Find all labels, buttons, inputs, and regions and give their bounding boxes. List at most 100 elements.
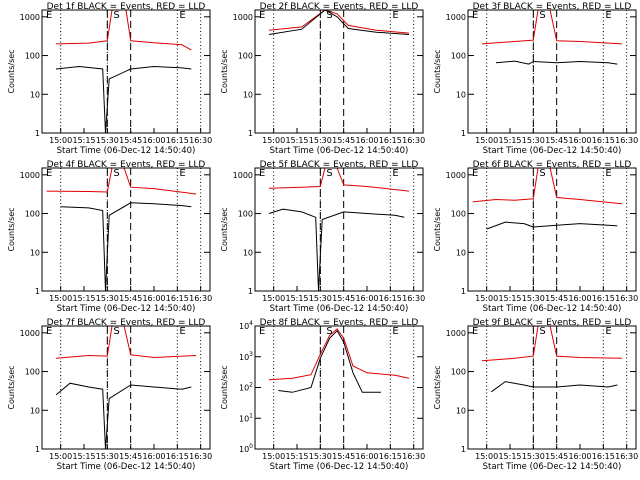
y-tick-label: 1000: [233, 171, 253, 180]
y-tick-label: 1: [461, 287, 466, 296]
y-axis-label: Counts/sec: [433, 365, 442, 409]
y-axis-label: Counts/sec: [220, 207, 229, 251]
x-tick-label: 16:15: [379, 452, 402, 461]
segment-marker: S: [113, 10, 119, 21]
y-axis-label: Counts/sec: [220, 365, 229, 409]
y-tick-label: 1000: [20, 171, 40, 180]
segment-marker: E: [472, 168, 478, 179]
segment-marker: E: [472, 10, 478, 21]
lld-series-line: [268, 9, 410, 34]
x-tick-label: 15:30: [522, 136, 545, 145]
lld-series-line: [472, 167, 623, 205]
x-tick-label: 16:00: [568, 294, 591, 303]
x-tick-label: 15:00: [262, 136, 285, 145]
x-tick-label: 16:00: [568, 452, 591, 461]
y-tick-label: 1: [248, 129, 253, 138]
x-tick-label: 15:15: [285, 452, 308, 461]
lld-series-line: [55, 325, 197, 359]
y-tick-label: 101: [239, 412, 253, 423]
x-tick-label: 16:30: [402, 136, 425, 145]
x-tick-label: 16:30: [189, 136, 212, 145]
segment-marker: E: [259, 326, 265, 337]
x-tick-label: 16:15: [592, 294, 615, 303]
x-tick-label: 16:00: [142, 294, 165, 303]
segment-marker: E: [259, 168, 265, 179]
segment-marker: E: [605, 168, 611, 179]
segment-marker: E: [46, 168, 52, 179]
y-tick-label: 102: [239, 382, 253, 393]
panel-title: Det 3f BLACK = Events, RED = LLD: [473, 2, 632, 12]
x-tick-label: 15:00: [49, 294, 72, 303]
x-tick-label: 15:45: [119, 452, 142, 461]
events-series-line: [486, 221, 618, 230]
x-tick-label: 15:45: [119, 294, 142, 303]
x-tick-label: 16:15: [166, 136, 189, 145]
panel-title: Det 4f BLACK = Events, RED = LLD: [47, 160, 206, 170]
x-axis-label: Start Time (06-Dec-12 14:50:40): [270, 304, 409, 314]
plot-frame: [467, 9, 637, 134]
x-tick-label: 16:30: [615, 294, 638, 303]
x-axis-label: Start Time (06-Dec-12 14:50:40): [483, 462, 622, 472]
panel-title: Det 8f BLACK = Events, RED = LLD: [260, 318, 419, 328]
y-tick-label: 10: [456, 406, 466, 415]
segment-marker: S: [539, 10, 545, 21]
events-series-line: [268, 208, 405, 292]
x-tick-label: 16:15: [379, 294, 402, 303]
x-tick-label: 15:00: [262, 294, 285, 303]
segment-marker: E: [392, 168, 398, 179]
y-axis-label: Counts/sec: [7, 365, 16, 409]
x-axis-label: Start Time (06-Dec-12 14:50:40): [57, 304, 196, 314]
lld-series-line: [481, 9, 623, 45]
x-tick-label: 15:00: [49, 452, 72, 461]
x-axis-label: Start Time (06-Dec-12 14:50:40): [270, 146, 409, 156]
lld-series-line: [268, 328, 410, 381]
events-series-line: [491, 381, 618, 393]
y-tick-label: 100: [451, 210, 466, 219]
x-tick-label: 16:15: [592, 452, 615, 461]
panel-title: Det 9f BLACK = Events, RED = LLD: [473, 318, 632, 328]
lld-series-line: [46, 167, 197, 195]
events-series-line: [60, 202, 192, 292]
events-series-line: [55, 382, 192, 450]
y-tick-label: 103: [239, 351, 253, 362]
x-tick-label: 15:45: [332, 136, 355, 145]
x-axis-label: Start Time (06-Dec-12 14:50:40): [483, 304, 622, 314]
segment-marker: S: [113, 168, 119, 179]
events-series-line: [278, 329, 381, 393]
x-tick-label: 15:00: [262, 452, 285, 461]
x-tick-label: 15:15: [72, 136, 95, 145]
x-tick-label: 16:30: [615, 452, 638, 461]
x-tick-label: 16:15: [379, 136, 402, 145]
x-axis-label: Start Time (06-Dec-12 14:50:40): [57, 146, 196, 156]
x-tick-label: 16:00: [568, 136, 591, 145]
y-tick-label: 100: [239, 443, 253, 454]
segment-marker: E: [46, 326, 52, 337]
x-tick-label: 16:30: [402, 294, 425, 303]
segment-marker: E: [259, 10, 265, 21]
y-tick-label: 1000: [20, 13, 40, 22]
x-tick-label: 15:45: [545, 136, 568, 145]
x-tick-label: 16:15: [592, 136, 615, 145]
x-tick-label: 15:00: [49, 136, 72, 145]
x-tick-label: 15:45: [545, 452, 568, 461]
y-tick-label: 1: [35, 287, 40, 296]
y-axis-label: Counts/sec: [7, 49, 16, 93]
panel-title: Det 5f BLACK = Events, RED = LLD: [260, 160, 419, 170]
segment-marker: E: [472, 326, 478, 337]
y-axis-label: Counts/sec: [7, 207, 16, 251]
y-tick-label: 1000: [233, 13, 253, 22]
events-series-line: [55, 65, 192, 134]
panel-title: Det 1f BLACK = Events, RED = LLD: [47, 2, 206, 12]
x-tick-label: 15:15: [72, 294, 95, 303]
segment-marker: S: [326, 326, 332, 337]
x-tick-label: 15:45: [332, 294, 355, 303]
y-tick-label: 10: [456, 248, 466, 257]
y-axis-label: Counts/sec: [433, 207, 442, 251]
x-tick-label: 15:30: [96, 294, 119, 303]
x-tick-label: 15:30: [96, 452, 119, 461]
x-tick-label: 16:15: [166, 452, 189, 461]
x-tick-label: 16:00: [355, 294, 378, 303]
